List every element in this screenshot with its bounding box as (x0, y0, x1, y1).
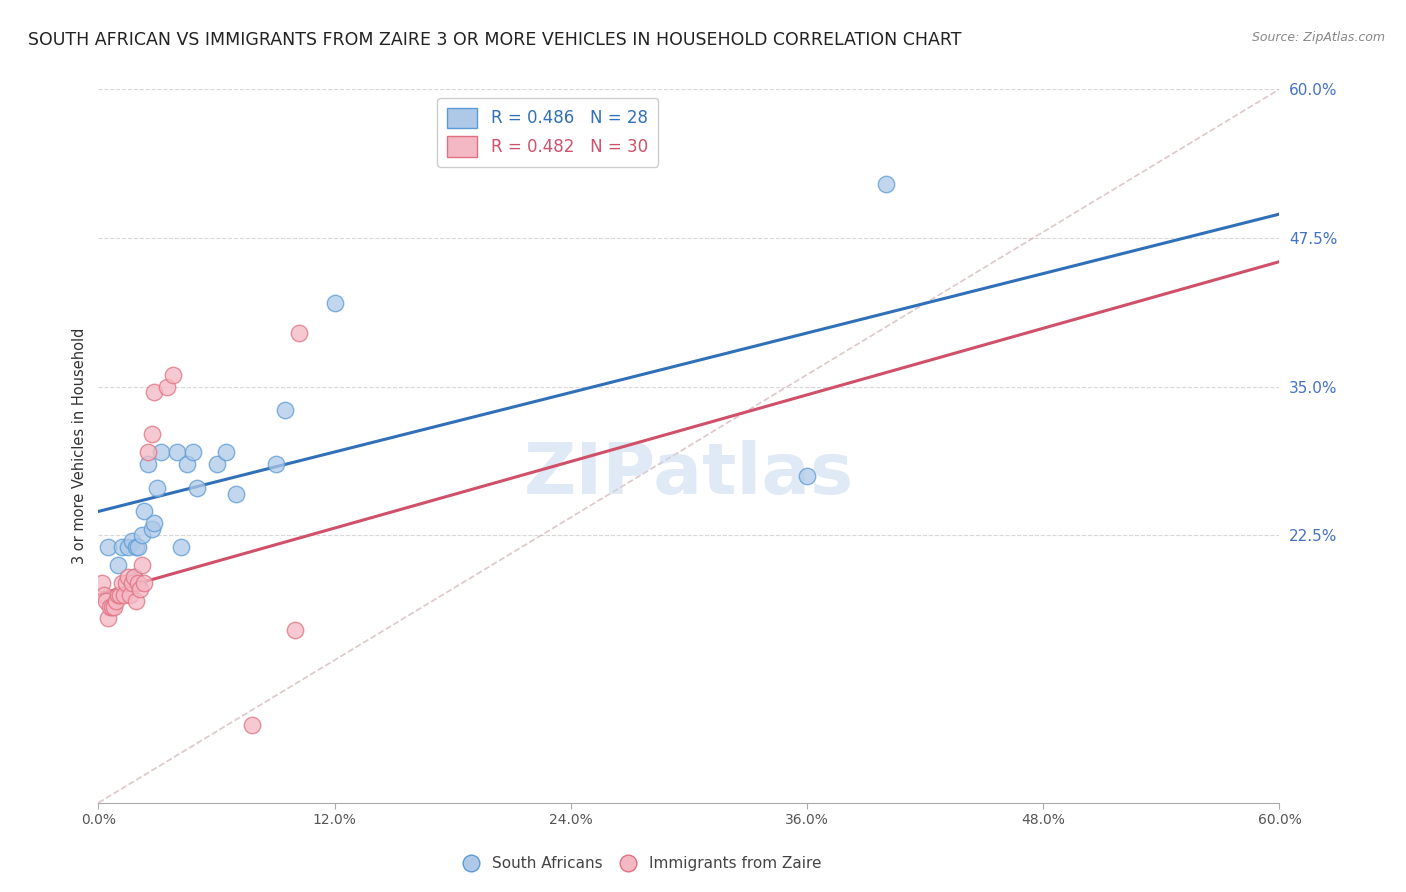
Point (156, 379, 179, 393)
Point (162, 368, 184, 382)
Point (127, 575, 149, 590)
Point (166, 445, 188, 459)
Point (136, 445, 159, 459)
Point (98, 599, 121, 614)
Point (875, 178, 897, 192)
Point (146, 481, 169, 495)
Point (132, 504, 155, 518)
Point (274, 403, 297, 417)
Point (128, 582, 150, 596)
Point (142, 516, 165, 531)
Point (240, 718, 263, 732)
Point (105, 593, 128, 607)
Legend: South Africans, Immigrants from Zaire: South Africans, Immigrants from Zaire (456, 850, 828, 877)
Point (121, 534, 143, 549)
Point (150, 445, 173, 459)
Text: SOUTH AFRICAN VS IMMIGRANTS FROM ZAIRE 3 OR MORE VEHICLES IN HOUSEHOLD CORRELATI: SOUTH AFRICAN VS IMMIGRANTS FROM ZAIRE 3… (28, 31, 962, 49)
Point (101, 599, 124, 614)
Point (127, 540, 149, 554)
Point (323, 296, 346, 310)
Point (125, 540, 148, 554)
Point (176, 457, 198, 471)
Point (122, 570, 145, 584)
Point (136, 457, 159, 471)
Point (122, 570, 145, 584)
Point (117, 540, 139, 554)
Point (97, 611, 120, 625)
Point (796, 468, 818, 483)
Point (117, 570, 139, 584)
Text: ZIPatlas: ZIPatlas (524, 440, 853, 509)
Point (131, 528, 153, 542)
Point (121, 575, 143, 590)
Point (97, 540, 120, 554)
Point (142, 385, 165, 400)
Y-axis label: 3 or more Vehicles in Household: 3 or more Vehicles in Household (72, 328, 87, 564)
Point (141, 522, 163, 536)
Point (181, 445, 204, 459)
Point (107, 558, 129, 572)
Point (96, 593, 118, 607)
Point (205, 457, 228, 471)
Point (111, 575, 134, 590)
Point (108, 588, 131, 602)
Point (107, 588, 129, 602)
Point (288, 326, 311, 340)
Point (186, 481, 208, 495)
Point (91, 575, 114, 590)
Point (118, 588, 141, 602)
Point (284, 624, 307, 638)
Point (125, 593, 148, 607)
Point (141, 427, 163, 442)
Point (264, 457, 287, 471)
Point (225, 486, 247, 500)
Point (111, 540, 134, 554)
Point (93, 588, 115, 602)
Point (115, 575, 138, 590)
Point (103, 599, 125, 614)
Point (132, 575, 155, 590)
Text: Source: ZipAtlas.com: Source: ZipAtlas.com (1251, 31, 1385, 45)
Point (131, 558, 153, 572)
Point (112, 588, 135, 602)
Point (170, 540, 193, 554)
Point (215, 445, 238, 459)
